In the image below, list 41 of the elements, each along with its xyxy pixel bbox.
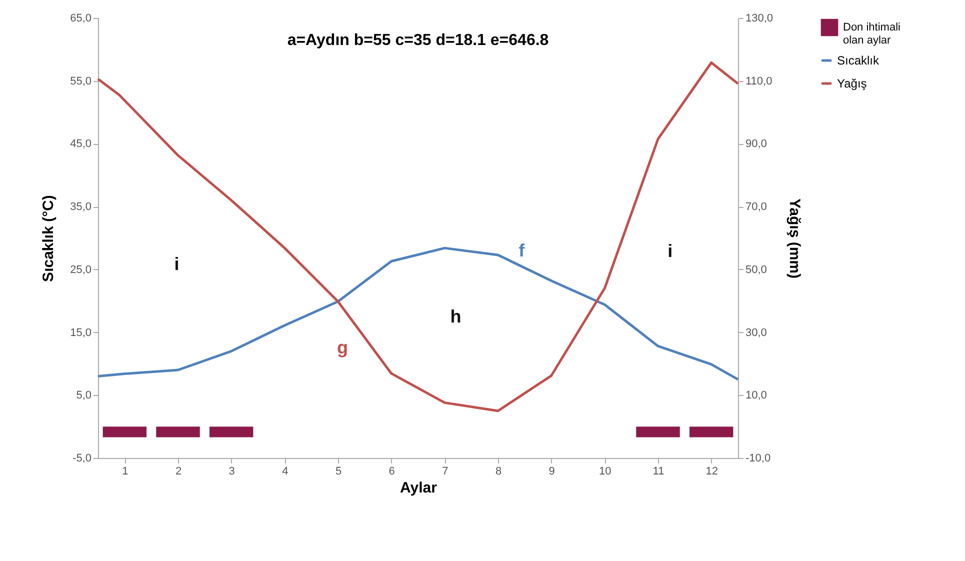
y2-tick-label: 130,0 (746, 12, 774, 24)
x-tick-label: 11 (652, 466, 664, 478)
y-tick-label: 15,0 (70, 326, 92, 339)
annotation: i (174, 254, 180, 274)
y-tick-label: 55,0 (70, 75, 92, 88)
y2-tick-label: 30,0 (746, 326, 767, 339)
annotation: g (336, 337, 348, 358)
legend-label: Yağış (837, 76, 867, 90)
y2-tick-label: 110,0 (746, 75, 772, 88)
y-axis-title: Sıcaklık (°C) (40, 195, 58, 282)
x-axis-title: Aylar (400, 480, 438, 496)
y-tick-label: -5,0 (72, 452, 92, 464)
y2-tick-label: 10,0 (746, 390, 767, 402)
x-tick-label: 4 (282, 466, 288, 478)
y-tick-label: 65,0 (70, 12, 92, 24)
x-tick-label: 9 (548, 466, 555, 478)
y-tick-label: 25,0 (70, 264, 92, 276)
y2-tick-label: 90,0 (746, 138, 767, 150)
legend-label: Sıcaklık (837, 54, 880, 68)
x-tick-label: 12 (706, 466, 718, 478)
x-tick-label: 2 (175, 466, 182, 478)
y2-tick-label: -10,0 (746, 452, 771, 464)
y-tick-label: 5,0 (76, 390, 92, 402)
y2-tick-label: 70,0 (746, 201, 767, 214)
annotation: i (668, 241, 673, 262)
x-tick-label: 10 (599, 466, 612, 478)
annotation: h (450, 306, 462, 327)
y-tick-label: 45,0 (70, 138, 92, 150)
x-tick-label: 7 (442, 466, 448, 478)
x-tick-label: 3 (228, 466, 235, 478)
y-tick-label: 35,0 (70, 201, 92, 214)
legend-label: Don ihtimali olan aylar (843, 22, 900, 46)
x-tick-label: 1 (122, 466, 128, 478)
annotation: f (518, 240, 526, 261)
y2-axis-title: Yağış (mm) (786, 198, 804, 279)
line-series (96, 61, 740, 412)
y2-tick-label: 50,0 (746, 264, 767, 276)
text: a=Aydın b=55 c=35 d=18.1 e=646.8 (287, 32, 549, 49)
x-tick-label: 5 (335, 466, 342, 478)
x-tick-label: 6 (388, 466, 395, 478)
x-tick-label: 8 (495, 466, 502, 478)
